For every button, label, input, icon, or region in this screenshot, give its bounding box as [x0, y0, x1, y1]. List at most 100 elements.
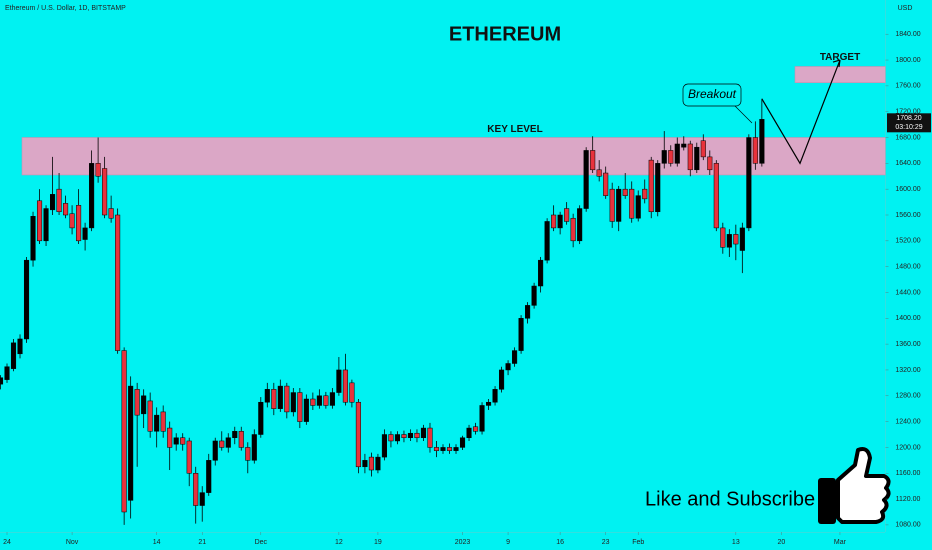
candle-body — [394, 434, 400, 442]
candle-body — [355, 401, 361, 468]
candle-body — [446, 447, 453, 451]
candle-body — [154, 414, 160, 432]
candle-body — [479, 405, 485, 432]
candle-body — [642, 188, 648, 200]
candle-body — [635, 195, 641, 219]
y-tick-label: 1800.00 — [895, 57, 920, 64]
x-tick-label: 19 — [374, 539, 382, 546]
candle-body — [23, 259, 30, 340]
candle-body — [538, 259, 544, 287]
candle-body — [303, 398, 309, 422]
candle-body — [50, 194, 56, 211]
y-tick-label: 1640.00 — [895, 160, 920, 167]
candle-body — [264, 389, 270, 403]
x-tick-label: Feb — [632, 539, 644, 546]
countdown-label: 03:10:29 — [895, 124, 922, 131]
candle-body — [128, 385, 134, 501]
y-tick-label: 1080.00 — [895, 522, 920, 529]
candle-body — [36, 200, 43, 242]
candle-body — [648, 159, 654, 213]
x-tick-label: 14 — [153, 539, 161, 546]
candle-body — [193, 472, 199, 506]
candle-body — [329, 392, 335, 406]
x-tick-label: 13 — [732, 539, 740, 546]
candle-body — [401, 434, 407, 438]
y-tick-label: 1320.00 — [895, 367, 920, 374]
x-tick-label: 20 — [777, 539, 785, 546]
candle-body — [0, 377, 4, 385]
key-level-zone — [21, 137, 886, 176]
candle-body — [583, 150, 589, 209]
candle-body — [505, 363, 511, 371]
candle-body — [752, 137, 758, 164]
candle-body — [453, 447, 459, 451]
candle-body — [212, 440, 218, 461]
candle-body — [56, 188, 62, 213]
candle-body — [362, 460, 368, 468]
candle-body — [134, 389, 140, 416]
candle-body — [277, 385, 283, 409]
candle-body — [186, 440, 192, 474]
candle-body — [82, 227, 88, 240]
candle-body — [622, 188, 628, 196]
candle-body — [407, 432, 414, 438]
candle-body — [271, 389, 277, 409]
candle-body — [10, 342, 17, 369]
candle-body — [310, 398, 316, 406]
candle-body — [180, 437, 186, 445]
candle-body — [17, 338, 23, 355]
y-tick-label: 1120.00 — [896, 496, 921, 503]
candle-body — [440, 447, 446, 451]
y-tick-label: 1600.00 — [895, 186, 920, 193]
candle-body — [564, 208, 570, 222]
x-tick-label: 16 — [556, 539, 564, 546]
candle-body — [69, 213, 75, 229]
candle-body — [121, 350, 127, 513]
candle-body — [661, 150, 667, 164]
candle-body — [733, 234, 739, 245]
candle-body — [297, 392, 303, 422]
projection-line — [761, 59, 841, 165]
candle-body — [596, 169, 602, 177]
candle-body — [102, 168, 108, 216]
candle-body — [557, 214, 563, 229]
candle-body — [160, 411, 166, 432]
x-tick-label: 21 — [198, 539, 206, 546]
candle-body — [512, 350, 518, 364]
candle-body — [420, 427, 427, 438]
y-tick-label: 1360.00 — [895, 341, 920, 348]
candle-body — [43, 208, 49, 242]
candle-body — [141, 395, 147, 415]
candle-body — [290, 392, 296, 413]
candle-body — [674, 143, 680, 164]
candle-body — [739, 227, 745, 251]
candle-body — [531, 285, 537, 306]
annotation-text: Breakout — [688, 87, 737, 101]
y-tick-label: 1680.00 — [895, 134, 920, 141]
candle-body — [681, 143, 687, 148]
candle-body — [551, 214, 557, 229]
header: Ethereum / U.S. Dollar, 1D, BITSTAMP — [5, 5, 126, 12]
candle-body — [199, 492, 205, 506]
candle-body — [375, 456, 381, 471]
last-price-box — [887, 113, 931, 133]
call-to-action: Like and Subscribe — [645, 488, 815, 510]
y-tick-label: 1560.00 — [895, 212, 920, 219]
last-price-label: 1708.20 — [896, 115, 921, 122]
candle-body — [713, 163, 719, 229]
candle-body — [219, 440, 225, 448]
candle-body — [316, 395, 322, 406]
candle-body — [336, 369, 342, 393]
candle-body — [577, 208, 583, 242]
projection-arrowhead — [832, 59, 841, 68]
candle-body — [115, 214, 121, 351]
candle-body — [258, 401, 264, 435]
candle-body — [368, 456, 374, 471]
candle-body — [4, 366, 10, 380]
candle-body — [518, 318, 524, 351]
candle-body — [459, 437, 466, 448]
y-tick-label: 1200.00 — [895, 444, 920, 451]
thumbs-up-icon — [818, 447, 891, 524]
candle-body — [687, 143, 693, 171]
